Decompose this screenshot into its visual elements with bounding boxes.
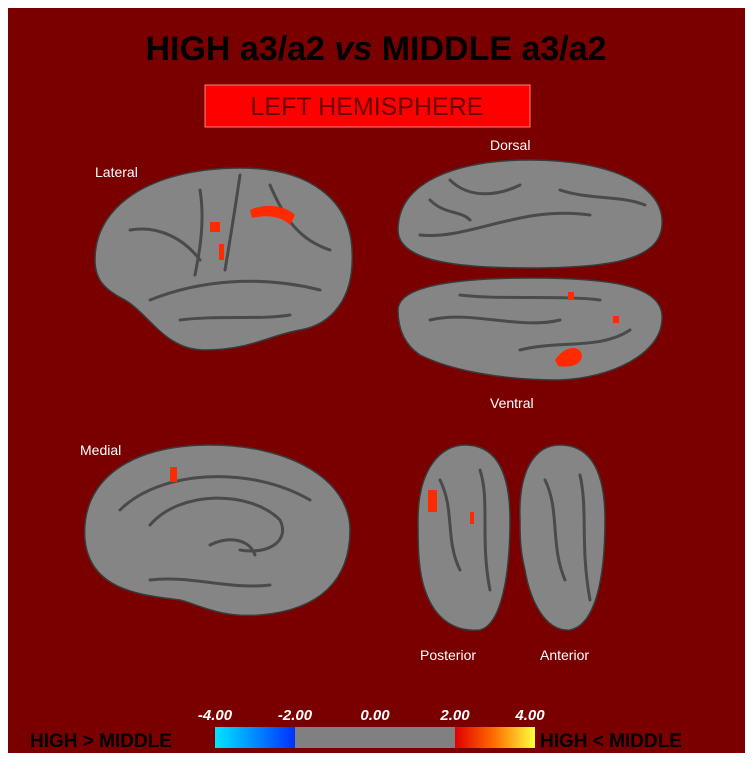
view-label: Medial	[80, 442, 121, 458]
colorbar-tick: 0.00	[360, 707, 390, 724]
view-label: Anterior	[540, 647, 589, 663]
brain-dorsal	[397, 159, 663, 269]
brain-medial	[83, 444, 351, 617]
colorbar-tick: -2.00	[278, 707, 313, 724]
title-part: vs	[334, 30, 372, 68]
title-part: HIGH a3/a2	[145, 30, 325, 68]
colorbar-right-label: HIGH < MIDDLE	[540, 731, 682, 752]
colorbar-negative	[215, 727, 295, 748]
brain-posterior	[417, 444, 511, 631]
colorbar-neutral	[295, 727, 455, 748]
view-label: Ventral	[490, 395, 534, 411]
colorbar-tick: 2.00	[439, 707, 470, 724]
hemisphere-label: LEFT HEMISPHERE	[251, 93, 484, 121]
view-label: Dorsal	[490, 137, 530, 153]
title-part: MIDDLE a3/a2	[382, 30, 607, 68]
brain-lateral	[94, 167, 353, 351]
brain-ventral	[397, 277, 663, 381]
colorbar-left-label: HIGH > MIDDLE	[30, 731, 172, 752]
brain-anterior	[519, 444, 606, 631]
colorbar-tick: -4.00	[198, 707, 233, 724]
panel	[8, 8, 745, 753]
colorbar-tick: 4.00	[514, 707, 545, 724]
view-label: Lateral	[95, 164, 138, 180]
hemisphere-box	[204, 84, 531, 128]
view-label: Posterior	[420, 647, 476, 663]
colorbar-positive	[455, 727, 535, 748]
title: HIGH a3/a2 vs MIDDLE a3/a2	[145, 30, 606, 68]
